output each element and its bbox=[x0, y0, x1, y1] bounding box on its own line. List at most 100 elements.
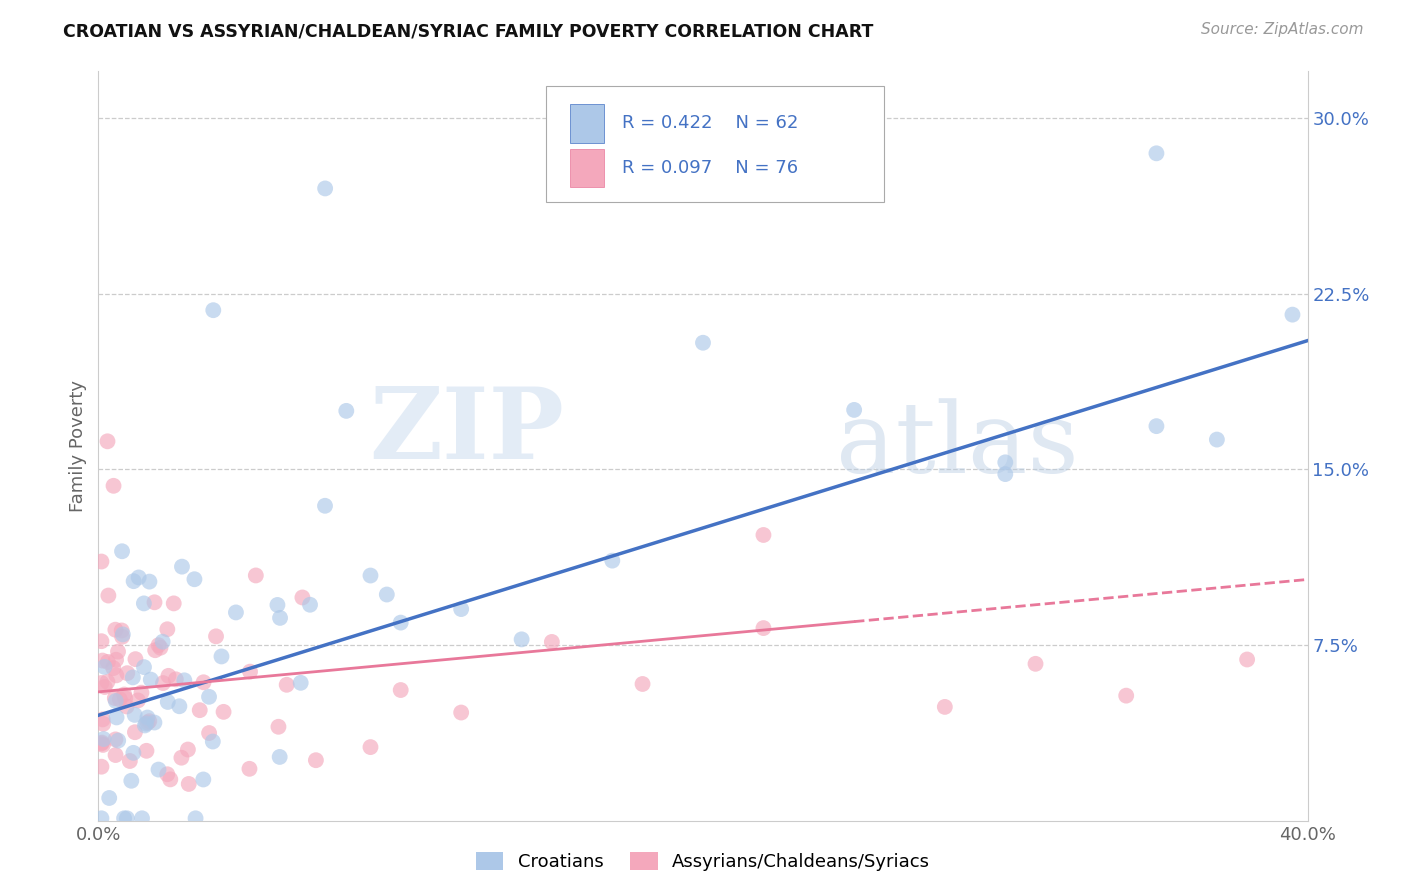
Point bbox=[90, 811, 112, 825]
Point bbox=[96, 674, 118, 689]
Point bbox=[291, 591, 314, 605]
Point bbox=[389, 615, 412, 630]
Point bbox=[91, 738, 114, 752]
Point bbox=[143, 715, 166, 730]
Point bbox=[165, 673, 187, 687]
Point bbox=[91, 712, 114, 726]
Point bbox=[111, 630, 134, 644]
Point bbox=[211, 649, 233, 664]
Point bbox=[994, 467, 1017, 482]
Point bbox=[143, 643, 166, 657]
Point bbox=[143, 595, 166, 609]
Text: ZIP: ZIP bbox=[368, 383, 564, 480]
Point bbox=[107, 733, 129, 747]
Point bbox=[98, 791, 121, 805]
Point bbox=[136, 710, 159, 724]
Point bbox=[540, 635, 562, 649]
Point bbox=[115, 811, 138, 825]
Point bbox=[139, 673, 162, 687]
Point bbox=[170, 750, 193, 764]
Point bbox=[267, 720, 290, 734]
Point bbox=[138, 714, 160, 729]
Point bbox=[276, 678, 298, 692]
Point bbox=[245, 568, 267, 582]
Point bbox=[103, 479, 125, 493]
Point bbox=[450, 706, 472, 720]
Point bbox=[122, 574, 145, 589]
Point bbox=[225, 606, 247, 620]
Point bbox=[314, 499, 336, 513]
Point bbox=[184, 811, 207, 825]
Point bbox=[96, 434, 118, 449]
Point bbox=[131, 686, 153, 700]
Point bbox=[193, 772, 215, 787]
Point bbox=[510, 632, 533, 647]
Point bbox=[122, 746, 145, 760]
Point bbox=[97, 589, 120, 603]
Point bbox=[93, 660, 115, 674]
Point bbox=[360, 740, 382, 755]
Point bbox=[994, 455, 1017, 469]
Point bbox=[375, 587, 398, 601]
Point bbox=[170, 559, 193, 574]
Point bbox=[156, 622, 179, 636]
Point bbox=[173, 673, 195, 688]
Point bbox=[90, 760, 112, 774]
Point bbox=[299, 598, 322, 612]
Point bbox=[152, 634, 174, 648]
Point bbox=[752, 621, 775, 635]
Point bbox=[156, 695, 179, 709]
Point bbox=[134, 718, 156, 732]
Point bbox=[115, 699, 138, 714]
Point bbox=[183, 572, 205, 586]
Point bbox=[201, 734, 224, 748]
Bar bbox=[569, 103, 603, 143]
Point bbox=[269, 611, 291, 625]
Point bbox=[128, 570, 150, 584]
Point bbox=[104, 732, 127, 747]
Point bbox=[266, 598, 288, 612]
Point bbox=[177, 777, 200, 791]
Point bbox=[149, 640, 172, 655]
Point bbox=[111, 544, 134, 558]
Point bbox=[90, 676, 112, 690]
Point bbox=[127, 693, 149, 707]
Point bbox=[135, 744, 157, 758]
Point bbox=[692, 335, 714, 350]
Point bbox=[107, 644, 129, 658]
Point bbox=[934, 699, 956, 714]
Point bbox=[205, 629, 228, 643]
Point bbox=[132, 596, 155, 610]
Point bbox=[1144, 146, 1167, 161]
Point bbox=[188, 703, 211, 717]
Point bbox=[136, 715, 159, 730]
Point bbox=[103, 661, 125, 675]
Point bbox=[108, 692, 131, 706]
Point bbox=[135, 716, 157, 731]
Point bbox=[124, 652, 146, 666]
Point bbox=[91, 735, 114, 749]
Point bbox=[131, 811, 153, 825]
Point bbox=[112, 688, 135, 702]
Point bbox=[163, 596, 186, 610]
Point bbox=[120, 773, 142, 788]
Point bbox=[202, 303, 225, 318]
Point bbox=[314, 181, 336, 195]
Point bbox=[104, 691, 127, 706]
Point bbox=[112, 811, 135, 825]
Point bbox=[360, 568, 382, 582]
Point bbox=[450, 602, 472, 616]
Point bbox=[212, 705, 235, 719]
Point bbox=[156, 767, 179, 781]
Point bbox=[844, 403, 866, 417]
Point bbox=[138, 574, 160, 589]
Point bbox=[389, 683, 412, 698]
Point bbox=[104, 694, 127, 708]
Point bbox=[90, 634, 112, 648]
Text: CROATIAN VS ASSYRIAN/CHALDEAN/SYRIAC FAMILY POVERTY CORRELATION CHART: CROATIAN VS ASSYRIAN/CHALDEAN/SYRIAC FAM… bbox=[63, 22, 873, 40]
Text: R = 0.097    N = 76: R = 0.097 N = 76 bbox=[621, 159, 799, 177]
Point bbox=[104, 623, 127, 637]
Point bbox=[105, 710, 128, 724]
Point bbox=[148, 763, 170, 777]
Point bbox=[269, 750, 291, 764]
